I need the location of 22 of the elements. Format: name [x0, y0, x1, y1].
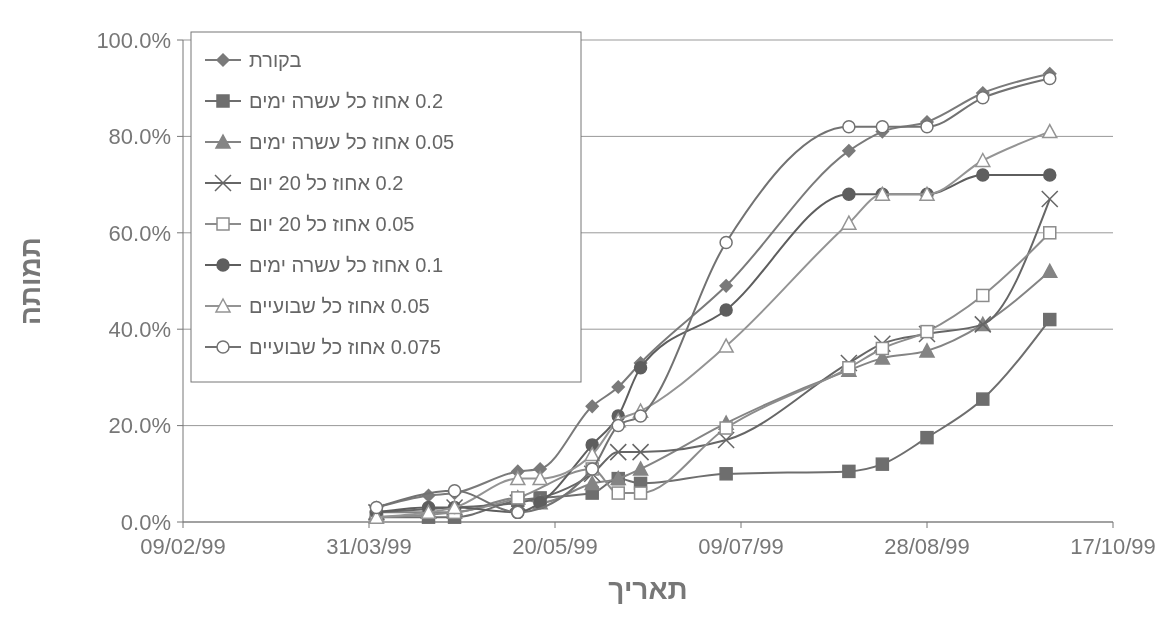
legend-label: 0.05 אחוז כל שבועיים — [249, 295, 430, 317]
legend-label: 0.2 אחוז כל 20 יום — [249, 172, 404, 194]
x-tick-label: 09/02/99 — [140, 534, 226, 559]
x-tick-label: 17/10/99 — [1070, 534, 1156, 559]
y-tick-label: 20.0% — [108, 413, 171, 439]
legend-label: 0.075 אחוז כל שבועיים — [249, 336, 441, 358]
y-tick-label: 80.0% — [108, 124, 171, 150]
x-tick-label: 20/05/99 — [512, 534, 598, 559]
legend-label: 0.2 אחוז כל עשרה ימים — [249, 90, 444, 112]
legend-label: 0.05 אחוז כל 20 יום — [249, 213, 415, 235]
legend-label: 0.05 אחוז כל עשרה ימים — [249, 131, 455, 153]
y-axis-title: תמותה — [15, 237, 46, 325]
y-tick-label: 100.0% — [96, 27, 171, 53]
x-tick-label: 28/08/99 — [884, 534, 970, 559]
y-tick-label: 60.0% — [108, 220, 171, 246]
y-tick-label: 0.0% — [120, 509, 171, 535]
legend-label: 0.1 אחוז כל עשרה ימים — [249, 254, 444, 276]
x-axis-title: תאריך — [608, 574, 688, 605]
x-tick-label: 09/07/99 — [698, 534, 784, 559]
x-tick-label: 31/03/99 — [326, 534, 412, 559]
legend-label: בקורת — [249, 49, 302, 71]
y-tick-label: 40.0% — [108, 316, 171, 342]
